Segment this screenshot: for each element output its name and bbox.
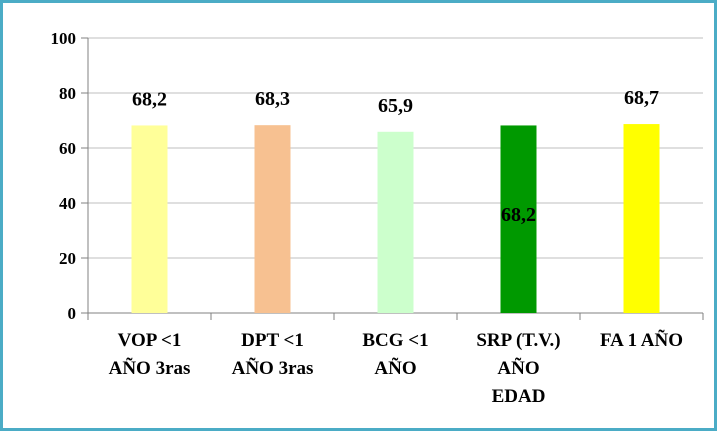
data-labels: 68,2 68,3 65,9 68,2 68,7 [132,87,659,226]
category-label: BCG <1 AÑO [362,330,428,379]
bar [254,125,291,313]
category-label-line: SRP (T.V.) [476,330,560,351]
y-tick-label: 20 [59,249,76,268]
data-label: 68,3 [255,88,290,110]
data-label: 68,2 [132,88,167,110]
category-label-line: AÑO 3ras [232,357,314,379]
category-label: VOP <1 AÑO 3ras [109,330,191,379]
bar [623,124,660,313]
category-label-line: AÑO [497,357,539,379]
y-tick-label: 60 [59,139,76,158]
category-label-line: BCG <1 [362,330,428,351]
y-tick-label: 40 [59,194,76,213]
bar [500,125,537,313]
category-label-line: FA 1 AÑO [600,329,683,351]
category-label: FA 1 AÑO [600,329,683,351]
bar [377,131,414,313]
data-label: 68,2 [501,204,536,226]
y-tick-label: 0 [68,304,77,323]
category-label: SRP (T.V.) AÑO EDAD [476,330,560,407]
category-label: DPT <1 AÑO 3ras [232,330,314,379]
category-label-line: AÑO 3ras [109,357,191,379]
y-axis-ticks: 0 20 40 60 80 100 [51,29,77,323]
bar [131,125,168,313]
category-label-line: AÑO [374,357,416,379]
y-tick-label: 80 [59,84,76,103]
category-label-line: DPT <1 [241,330,304,351]
bars [131,124,660,313]
y-tick-label: 100 [51,29,77,48]
data-label: 65,9 [378,95,413,117]
data-label: 68,7 [624,87,659,109]
category-label-line: EDAD [492,386,546,407]
category-label-line: VOP <1 [118,330,182,351]
